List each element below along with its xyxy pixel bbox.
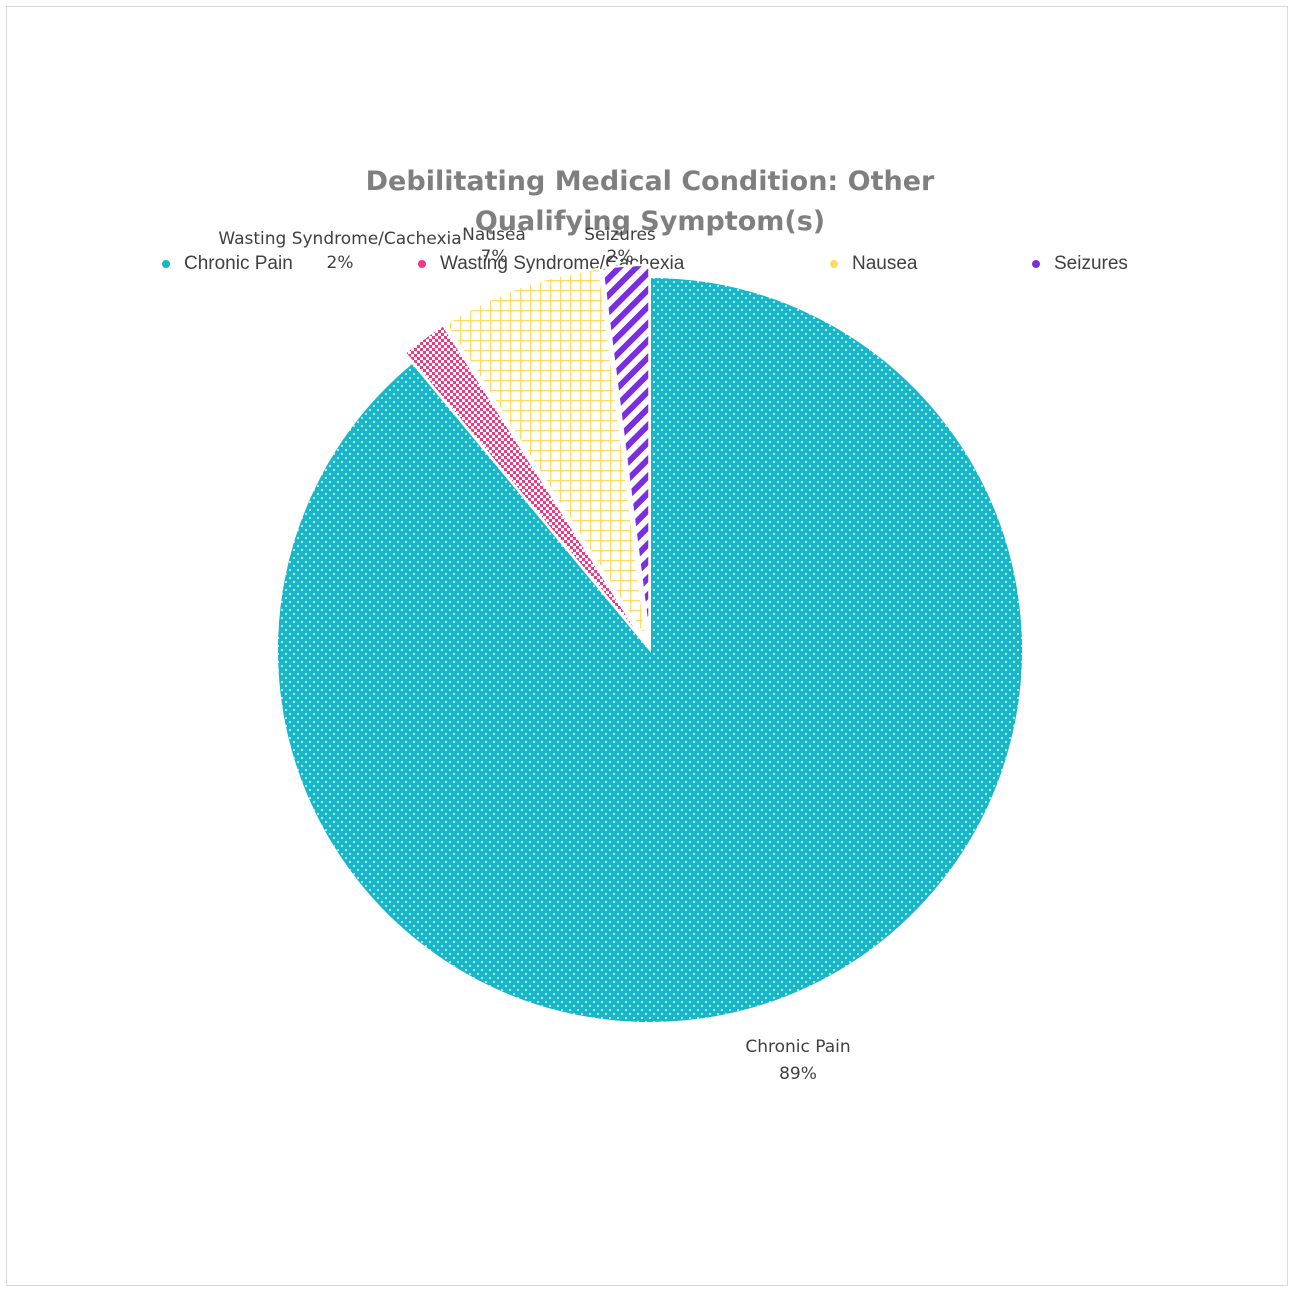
legend-item-nausea: Nausea — [830, 250, 918, 278]
pie-slice-wasting-syndrome — [403, 323, 644, 641]
legend-label-chronic-pain: Chronic Pain — [184, 253, 293, 274]
pie-slice-seizures — [601, 264, 651, 639]
data-label-name-wasting-syndrome: Wasting Syndrome/Cachexia — [218, 229, 461, 249]
data-label-value-chronic-pain: 89% — [779, 1064, 817, 1084]
chart-title: Debilitating Medical Condition: Other Qu… — [365, 166, 935, 237]
legend-marker-seizures — [1032, 260, 1040, 268]
data-label-value-wasting-syndrome: 2% — [327, 253, 354, 273]
legend-item-seizures: Seizures — [1032, 250, 1128, 278]
pie-slice-chronic-pain — [276, 275, 1024, 1024]
legend-marker-nausea — [830, 260, 838, 268]
legend-label-nausea: Nausea — [852, 253, 918, 274]
legend-label-seizures: Seizures — [1054, 253, 1128, 274]
chart-legend: Chronic Pain Wasting Syndrome/Cachexia N… — [150, 250, 1150, 278]
data-label-name-nausea: Nausea — [462, 225, 526, 245]
data-label-name-seizures: Seizures — [584, 225, 656, 245]
data-label-name-chronic-pain: Chronic Pain — [745, 1037, 850, 1057]
legend-marker-wasting-syndrome — [418, 260, 426, 268]
data-label-value-seizures: 2% — [607, 247, 634, 267]
data-label-value-nausea: 7% — [481, 247, 508, 267]
legend-marker-chronic-pain — [162, 260, 170, 268]
legend-item-chronic-pain: Chronic Pain — [162, 250, 293, 278]
pie-slice-nausea — [444, 267, 647, 640]
